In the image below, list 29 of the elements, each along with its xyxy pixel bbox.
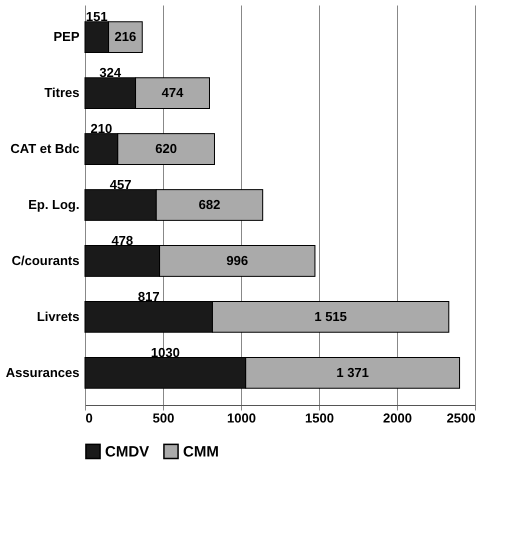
- legend-label: CMDV: [105, 443, 150, 460]
- data-label: 1 515: [314, 308, 347, 324]
- data-label: 324: [99, 65, 122, 80]
- y-tick-label: CAT et Bdc: [10, 141, 80, 156]
- data-label: 1 371: [336, 364, 369, 380]
- data-label: 457: [110, 177, 132, 192]
- x-tick-label: 1000: [227, 410, 256, 426]
- y-tick-label: Livrets: [36, 308, 80, 324]
- data-label: 817: [138, 288, 160, 304]
- y-tick-label: Titres: [44, 85, 80, 100]
- data-label: 682: [198, 197, 220, 212]
- x-tick-label: 2000: [383, 410, 412, 426]
- x-tick-label: 1500: [305, 410, 334, 426]
- legend-label: CMM: [183, 443, 219, 460]
- y-tick-label: Assurances: [6, 364, 80, 380]
- y-tick-label: PEP: [53, 29, 80, 44]
- data-label: 1030: [150, 344, 180, 360]
- data-label: 151: [86, 9, 108, 24]
- y-tick-label: Ep. Log.: [28, 197, 80, 212]
- data-label: 210: [90, 121, 112, 136]
- data-label: 474: [162, 85, 184, 100]
- y-tick-label: C/courants: [12, 252, 80, 268]
- x-tick-label: 500: [152, 410, 174, 426]
- data-label: 620: [155, 141, 177, 156]
- data-label: 216: [114, 29, 136, 44]
- data-label: 996: [226, 252, 248, 268]
- data-label: 478: [111, 232, 134, 248]
- x-tick-label: 2500: [446, 410, 476, 426]
- x-tick-label: 0: [86, 410, 93, 426]
